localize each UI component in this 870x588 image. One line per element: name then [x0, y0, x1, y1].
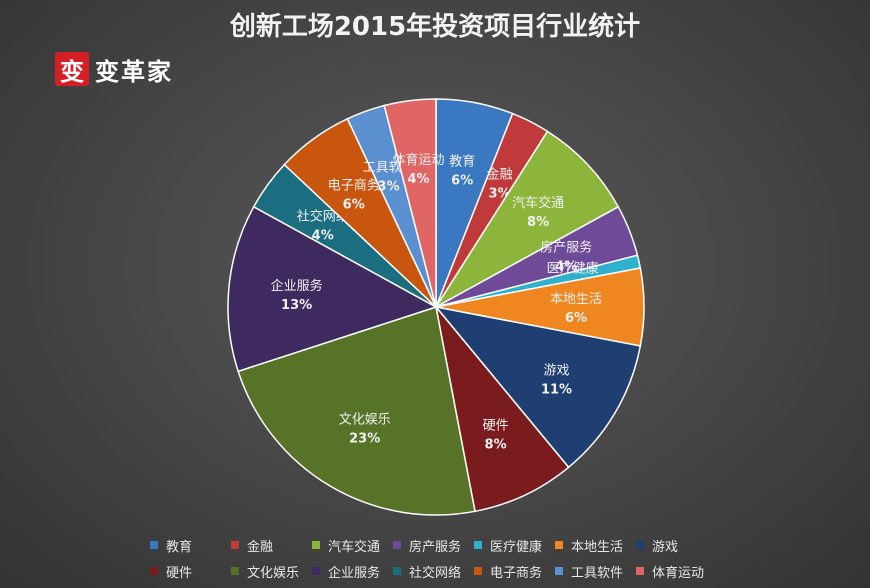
legend-item: 工具软件 — [555, 562, 636, 581]
pie-slice — [435, 306, 570, 513]
legend-swatch — [555, 567, 563, 575]
chart-title: 创新工场2015年投资项目行业统计 — [229, 12, 641, 42]
pie-slice — [227, 205, 438, 373]
legend-label: 工具软件 — [571, 565, 624, 581]
legend-swatch — [555, 541, 563, 549]
slice-percent-label: 11% — [541, 382, 572, 397]
legend-label: 社交网络 — [409, 565, 462, 581]
legend-swatch — [312, 567, 320, 575]
slice-category-label: 医疗健康 — [547, 261, 599, 277]
legend: 教育 金融 汽车交通 房产服务 医疗健康 本地生活 游戏硬件 文化娱乐 企业服务 社交网络 电子商务… — [150, 532, 750, 584]
slice-percent-label: 6% — [343, 198, 365, 213]
legend-label: 游戏 — [652, 539, 679, 555]
slice-category-label: 教育 — [449, 154, 475, 170]
slice-category-label: 电子商务 — [328, 178, 380, 194]
pie-slice — [383, 98, 437, 308]
legend-swatch — [150, 541, 158, 549]
legend-item: 房产服务 — [393, 536, 474, 555]
legend-label: 教育 — [166, 539, 193, 555]
slice-percent-label: 4% — [555, 260, 577, 275]
slice-percent-label: 8% — [527, 215, 549, 230]
legend-item: 汽车交通 — [312, 536, 393, 555]
legend-item: 教育 — [150, 536, 231, 555]
slice-percent-label: 8% — [485, 438, 507, 453]
legend-swatch — [231, 567, 239, 575]
legend-swatch — [312, 541, 320, 549]
legend-label: 金融 — [247, 539, 274, 555]
legend-label: 企业服务 — [328, 565, 381, 581]
legend-label: 汽车交通 — [328, 539, 381, 555]
legend-item: 本地生活 — [555, 536, 636, 555]
legend-swatch — [393, 567, 401, 575]
pie-slice — [434, 305, 642, 469]
slice-category-label: 房产服务 — [540, 240, 592, 256]
legend-item: 体育运动 — [636, 562, 717, 581]
legend-item: 企业服务 — [312, 562, 393, 581]
slice-percent-label: 4% — [312, 229, 334, 244]
slice-percent-label: 13% — [281, 298, 312, 313]
legend-item: 金融 — [231, 536, 312, 555]
slice-category-label: 文化娱乐 — [339, 413, 391, 428]
legend-swatch — [231, 541, 239, 549]
legend-swatch — [636, 567, 644, 575]
legend-swatch — [393, 541, 401, 549]
pie-slice — [237, 306, 476, 516]
legend-swatch — [150, 567, 158, 575]
legend-label: 硬件 — [166, 565, 193, 581]
legend-row: 硬件 文化娱乐 企业服务 社交网络 电子商务 工具软件 体育运动 — [150, 558, 750, 584]
brand-logo: 变 变革家 — [55, 50, 173, 88]
pie-chart: 教育6%金融3%汽车交通8%房产服务4%医疗健康1%本地生活6%游戏11%硬件8… — [227, 98, 645, 516]
legend-swatch — [474, 541, 482, 549]
legend-item: 硬件 — [150, 562, 231, 581]
slice-category-label: 金融 — [487, 166, 513, 182]
slice-category-label: 体育运动 — [392, 152, 444, 168]
logo-mark: 变 — [55, 52, 89, 86]
legend-label: 医疗健康 — [490, 539, 543, 555]
slice-category-label: 硬件 — [483, 419, 509, 434]
slice-percent-label: 23% — [349, 432, 380, 447]
slice-category-label: 本地生活 — [550, 292, 602, 307]
legend-item: 游戏 — [636, 536, 717, 555]
slice-percent-label: 6% — [451, 174, 473, 189]
legend-row: 教育 金融 汽车交通 房产服务 医疗健康 本地生活 游戏 — [150, 532, 750, 558]
legend-item: 电子商务 — [474, 562, 555, 581]
legend-label: 文化娱乐 — [247, 565, 300, 581]
slice-percent-label: 4% — [407, 172, 429, 187]
legend-label: 本地生活 — [571, 539, 624, 555]
legend-label: 房产服务 — [409, 539, 462, 555]
legend-swatch — [636, 541, 644, 549]
logo-text: 变革家 — [95, 56, 173, 86]
legend-item: 社交网络 — [393, 562, 474, 581]
slice-category-label: 汽车交通 — [512, 195, 564, 211]
legend-label: 电子商务 — [490, 565, 543, 581]
slice-percent-label: 3% — [378, 179, 400, 194]
legend-item: 医疗健康 — [474, 536, 555, 555]
legend-item: 文化娱乐 — [231, 562, 312, 581]
slice-category-label: 企业服务 — [271, 278, 323, 294]
slice-percent-label: 6% — [565, 311, 587, 326]
pie-slice — [435, 130, 620, 308]
legend-label: 体育运动 — [652, 565, 705, 581]
legend-swatch — [474, 567, 482, 575]
slice-category-label: 游戏 — [543, 363, 569, 378]
